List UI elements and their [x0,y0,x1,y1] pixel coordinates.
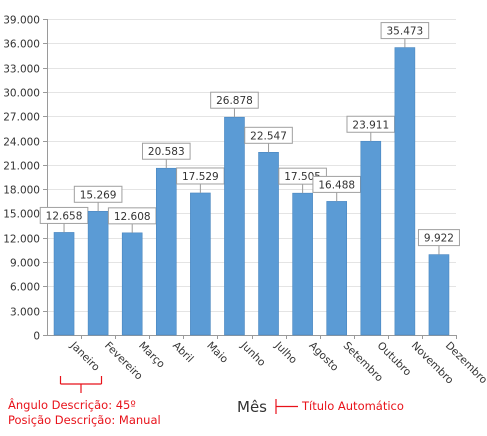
value-label: 9.922 [424,233,454,245]
y-tick-label: 33.000 [3,64,40,76]
bar [190,192,211,336]
y-tick-label: 15.000 [3,209,40,221]
position-note: Posição Descrição: Manual [8,413,161,427]
bar [326,201,348,336]
value-label-box [380,22,430,40]
y-tick-label: 6.000 [10,282,40,294]
y-tick-label: 21.000 [3,161,40,173]
value-label: 16.488 [318,179,355,191]
value-label: 23.911 [352,119,389,131]
value-label-box [244,126,293,144]
bar [292,192,313,336]
y-tick-label: 27.000 [3,112,40,124]
y-tick-label: 24.000 [3,137,40,149]
auto-title-note: Título Automático [302,399,404,413]
bar [53,232,75,336]
x-tick-label: Janeiro [67,339,102,374]
value-label-box [417,229,460,247]
value-label: 12.658 [46,210,83,222]
y-tick-label: 9.000 [10,258,40,270]
x-tick-label: Junho [238,339,268,369]
bar [121,232,143,336]
angle-note: Ângulo Descrição: 45º [8,398,136,412]
bar [394,47,416,336]
value-label: 20.583 [148,146,185,158]
y-tick-label: 0 [33,331,40,343]
x-tick-label: Julho [272,339,299,366]
bar [155,167,177,336]
y-tick-label: 30.000 [3,88,40,100]
value-label: 17.505 [284,171,321,183]
value-label: 35.473 [387,26,424,38]
x-tick-label: Agosto [307,340,341,374]
x-tick-label: Abril [170,340,195,365]
value-label: 15.269 [80,189,117,201]
y-tick-label: 3.000 [10,307,40,319]
value-label: 26.878 [216,95,253,107]
bar [224,116,245,336]
y-tick-label: 39.000 [3,15,40,27]
y-tick-label: 18.000 [3,185,40,197]
value-label: 12.608 [114,211,151,223]
x-tick-label: Maio [204,340,230,366]
y-tick-label: 36.000 [3,39,40,51]
x-tick-label: Março [136,340,167,371]
x-axis-title: Mês [237,398,267,416]
bar [428,254,450,336]
value-label: 17.529 [182,171,219,183]
bar [360,140,382,336]
value-label: 22.547 [250,130,287,142]
bar [87,210,109,336]
y-tick-label: 12.000 [3,234,40,246]
value-label-box [141,142,191,160]
value-label-box [210,91,259,109]
bar [258,152,279,336]
value-label-box [73,185,123,203]
